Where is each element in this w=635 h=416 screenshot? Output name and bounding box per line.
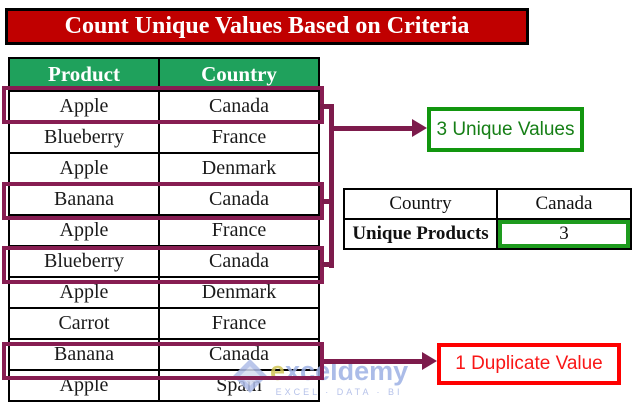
- bracket-stub-row1: [320, 104, 334, 109]
- result-value-canada: Canada: [496, 188, 632, 220]
- cell-product: Apple: [8, 369, 160, 402]
- cell-country: Canada: [158, 338, 320, 371]
- cell-product: Blueberry: [8, 121, 160, 154]
- cell-product: Banana: [8, 183, 160, 216]
- duplicate-value-callout: 1 Duplicate Value: [437, 343, 621, 385]
- unique-values-label: 3 Unique Values: [436, 118, 575, 140]
- table-header-row: Product Country: [8, 57, 320, 92]
- cell-country: France: [158, 121, 320, 154]
- result-label-country: Country: [343, 188, 498, 220]
- duplicate-value-label: 1 Duplicate Value: [455, 353, 603, 374]
- result-label-unique-products: Unique Products: [343, 218, 498, 250]
- table-row: Carrot France: [8, 307, 320, 340]
- cell-country: Denmark: [158, 152, 320, 185]
- column-header-product: Product: [8, 57, 160, 92]
- bracket-stub-row4: [322, 199, 331, 204]
- table-row: Apple France: [8, 214, 320, 247]
- unique-values-callout: 3 Unique Values: [427, 107, 584, 152]
- bracket-vertical-line: [329, 104, 334, 268]
- table-row: Apple Canada: [8, 90, 320, 123]
- cell-product: Apple: [8, 90, 160, 123]
- table-row: Apple Spain: [8, 369, 320, 402]
- result-summary-table: Country Canada Unique Products 3: [343, 188, 632, 250]
- result-value-count: 3: [496, 218, 632, 250]
- column-header-country: Country: [158, 57, 320, 92]
- cell-product: Banana: [8, 338, 160, 371]
- cell-product: Apple: [8, 276, 160, 309]
- arrowhead-duplicate-icon: [422, 352, 437, 370]
- cell-product: Apple: [8, 152, 160, 185]
- cell-country: Denmark: [158, 276, 320, 309]
- cell-product: Apple: [8, 214, 160, 247]
- cell-country: Spain: [158, 369, 320, 402]
- table-row: Blueberry France: [8, 121, 320, 154]
- cell-product: Carrot: [8, 307, 160, 340]
- cell-country: Canada: [158, 90, 320, 123]
- table-row: Banana Canada: [8, 338, 320, 371]
- table-row: Apple Denmark: [8, 276, 320, 309]
- cell-country: France: [158, 307, 320, 340]
- arrowhead-unique-icon: [412, 119, 427, 137]
- arrow-to-duplicate-value: [324, 359, 423, 364]
- cell-country: France: [158, 214, 320, 247]
- cell-country: Canada: [158, 245, 320, 278]
- table-row: Apple Denmark: [8, 152, 320, 185]
- title-banner: Count Unique Values Based on Criteria: [5, 8, 529, 45]
- cell-country: Canada: [158, 183, 320, 216]
- arrow-to-unique-values: [334, 126, 413, 131]
- result-row-country: Country Canada: [343, 188, 632, 220]
- bracket-stub-row6: [322, 262, 331, 267]
- page-title: Count Unique Values Based on Criteria: [64, 13, 470, 39]
- table-row: Banana Canada: [8, 183, 320, 216]
- table-row: Blueberry Canada: [8, 245, 320, 278]
- result-row-unique-products: Unique Products 3: [343, 218, 632, 250]
- product-country-table: Product Country Apple Canada Blueberry F…: [8, 57, 320, 402]
- cell-product: Blueberry: [8, 245, 160, 278]
